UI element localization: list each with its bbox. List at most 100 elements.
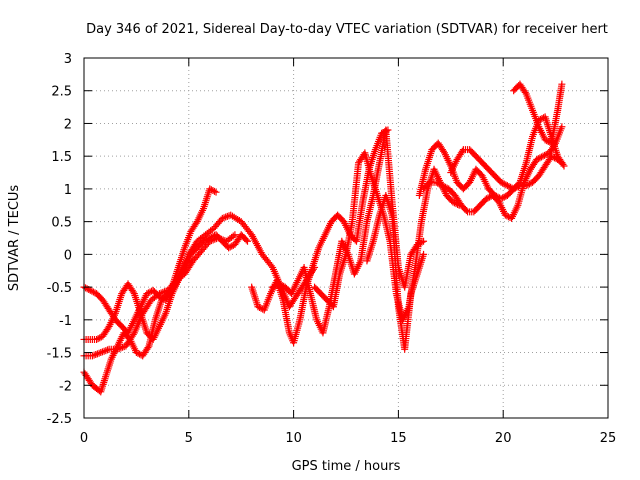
- data-point-plus: [272, 281, 280, 289]
- data-point-plus: [209, 236, 217, 244]
- data-point-plus: [482, 195, 490, 203]
- data-point-plus: [560, 162, 568, 170]
- data-point-plus: [425, 180, 433, 188]
- data-point-plus: [103, 346, 111, 354]
- y-tick-label: 1.5: [51, 150, 72, 165]
- data-point-plus: [277, 281, 284, 289]
- data-point-plus: [541, 136, 549, 144]
- data-point-plus: [242, 236, 250, 244]
- y-tick-label: 0.5: [51, 216, 72, 231]
- plot-frame: [83, 57, 609, 419]
- data-point-plus: [243, 237, 251, 245]
- data-point-plus: [96, 334, 104, 342]
- data-point-plus: [254, 303, 262, 311]
- data-point-plus: [558, 80, 566, 88]
- data-point-plus: [144, 289, 152, 297]
- data-point-plus: [229, 232, 237, 240]
- data-point-plus: [86, 286, 94, 294]
- data-point-plus: [211, 235, 219, 243]
- data-point-plus: [228, 242, 236, 250]
- data-point-plus: [97, 349, 105, 357]
- data-point-plus: [438, 182, 446, 190]
- data-point-plus: [458, 147, 466, 155]
- data-point-plus: [267, 262, 275, 270]
- data-point-plus: [439, 147, 447, 155]
- data-point-plus: [207, 237, 215, 245]
- data-point-plus: [93, 335, 101, 343]
- data-point-plus: [199, 237, 207, 245]
- data-point-plus: [206, 185, 214, 193]
- data-point-plus: [500, 180, 508, 188]
- data-point-plus: [89, 288, 97, 296]
- data-point-plus: [226, 243, 234, 251]
- data-point-plus: [82, 284, 90, 292]
- data-point-plus: [93, 350, 101, 358]
- y-tick-label: 3: [64, 52, 72, 67]
- data-point-plus: [269, 283, 277, 291]
- data-point-plus: [497, 178, 505, 186]
- data-point-plus: [500, 193, 508, 201]
- data-point-plus: [542, 151, 550, 159]
- y-tick-label: 1: [64, 183, 72, 198]
- data-point-plus: [143, 290, 151, 298]
- axis-ticks: -2.5 -2 -1.5 -1 -0.5 0 0.5 1 1.5 2 2.5 3 0 5 10 15 20 25: [47, 52, 617, 446]
- data-point-plus: [155, 290, 163, 298]
- data-point-plus: [115, 345, 123, 353]
- data-point-plus: [129, 331, 137, 339]
- data-point-plus: [533, 155, 541, 163]
- x-tick-label: 25: [600, 431, 617, 446]
- data-point-plus: [192, 219, 200, 227]
- data-point-plus: [484, 194, 492, 202]
- y-tick-label: -2: [59, 379, 72, 394]
- data-point-plus: [217, 235, 225, 243]
- y-tick-label: -1: [59, 314, 72, 329]
- data-point-plus: [499, 194, 507, 202]
- data-point-plus: [104, 324, 112, 332]
- data-point-plus: [278, 281, 286, 289]
- y-tick-label: -1.5: [47, 347, 72, 362]
- data-point-plus: [102, 347, 110, 355]
- data-point-plus: [206, 237, 214, 245]
- data-point-plus: [220, 214, 228, 222]
- chart-title: Day 346 of 2021, Sidereal Day-to-day VTE…: [86, 22, 608, 37]
- data-point-plus: [222, 213, 230, 221]
- data-point-plus: [450, 199, 458, 207]
- data-point-plus: [275, 280, 283, 288]
- data-point-plus: [499, 179, 507, 187]
- data-point-plus: [90, 351, 98, 359]
- data-point-plus: [209, 187, 217, 195]
- data-point-plus: [92, 351, 100, 359]
- data-point-plus: [100, 347, 108, 355]
- data-point-plus: [442, 183, 450, 191]
- data-point-plus: [216, 235, 224, 243]
- data-points: [80, 80, 568, 396]
- data-point-plus: [159, 288, 167, 296]
- x-tick-label: 10: [285, 431, 302, 446]
- data-point-plus: [501, 211, 509, 219]
- data-point-plus: [420, 250, 428, 258]
- x-tick-label: 5: [185, 431, 193, 446]
- x-axis-label: GPS time / hours: [292, 459, 401, 474]
- data-point-plus: [437, 181, 445, 189]
- data-point-plus: [559, 160, 567, 168]
- data-point-plus: [88, 352, 96, 360]
- data-point-plus: [462, 207, 470, 215]
- data-point-plus: [160, 288, 168, 296]
- y-axis-label: SDTVAR / TECUs: [7, 185, 22, 292]
- x-tick-label: 20: [495, 431, 512, 446]
- data-point-plus: [221, 237, 229, 245]
- data-point-plus: [95, 349, 103, 357]
- data-point-plus: [536, 154, 544, 162]
- data-point-plus: [502, 181, 510, 189]
- data-point-plus: [218, 214, 226, 222]
- data-point-plus: [270, 282, 278, 290]
- data-point-plus: [537, 153, 545, 161]
- data-point-plus: [134, 349, 142, 357]
- y-tick-label: 2: [64, 117, 72, 132]
- data-point-plus: [207, 186, 215, 194]
- y-tick-label: 2.5: [51, 85, 72, 100]
- data-point-plus: [212, 188, 220, 196]
- data-point-plus: [117, 344, 125, 352]
- y-tick-label: -0.5: [47, 281, 72, 296]
